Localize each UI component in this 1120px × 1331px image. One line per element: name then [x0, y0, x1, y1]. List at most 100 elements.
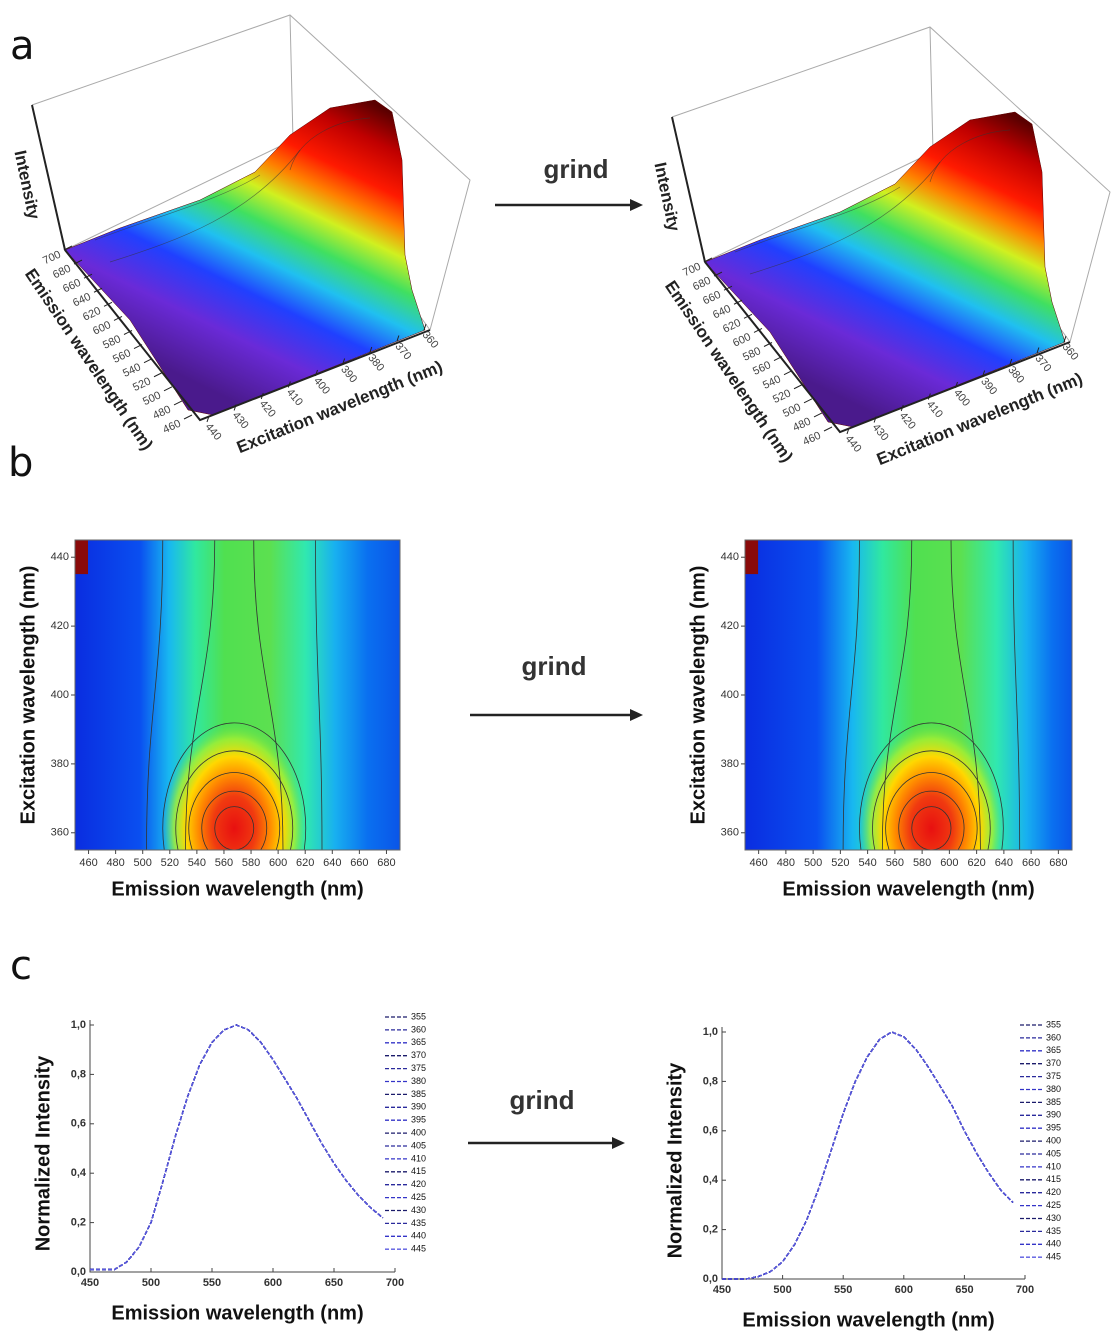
data-line	[90, 1024, 384, 1271]
contour-line	[734, 186, 901, 253]
x-tick-label: 660	[1022, 857, 1040, 869]
tick-mark	[183, 414, 193, 420]
tick-mark	[713, 271, 723, 277]
legend-label: 430	[1046, 1213, 1061, 1223]
x-tick-label: 550	[834, 1284, 852, 1296]
y-tick-label: 400	[51, 689, 69, 701]
x-tick-label: 620	[296, 857, 314, 869]
x-tick-label: 440	[203, 421, 224, 443]
surface	[64, 99, 426, 416]
x-tick-label: 450	[81, 1277, 99, 1289]
y-tick-label: 520	[131, 375, 153, 394]
contour-line	[109, 149, 301, 263]
x-tick-label: 500	[773, 1284, 791, 1296]
tick-mark	[1009, 358, 1013, 366]
legend-label: 380	[1046, 1084, 1061, 1094]
data-line	[90, 1024, 384, 1271]
y-tick-label: 0,8	[71, 1068, 86, 1080]
y-tick-label: 420	[721, 620, 739, 632]
y-tick-label: 400	[721, 689, 739, 701]
y-tick-label: 0,4	[71, 1167, 87, 1179]
y-tick-label: 0,4	[703, 1174, 719, 1186]
heatmap-peak	[859, 722, 1004, 850]
y-tick-label: 560	[111, 347, 133, 366]
x-tick-label: 540	[188, 857, 206, 869]
legend-label: 400	[411, 1127, 426, 1137]
x-tick-label: 650	[955, 1284, 973, 1296]
data-line	[722, 1031, 1014, 1280]
y-axis-label: Excitation wavelength (nm)	[687, 566, 709, 825]
y-tick-label: 0,2	[71, 1217, 86, 1229]
tick-mark	[103, 301, 113, 307]
y-tick-label: 500	[781, 401, 803, 420]
x-tick-label: 640	[995, 857, 1013, 869]
x-tick-label: 400	[311, 375, 332, 397]
axis-line	[671, 116, 1071, 434]
data-line	[90, 1024, 384, 1271]
tick-mark	[773, 356, 783, 362]
tick-mark	[153, 372, 163, 378]
tick-mark	[823, 426, 833, 432]
data-line	[722, 1031, 1014, 1280]
data-line	[90, 1024, 384, 1271]
data-line	[722, 1031, 1014, 1280]
y-tick-label: 620	[81, 305, 103, 324]
x-tick-label: 680	[1049, 857, 1067, 869]
data-line	[90, 1024, 384, 1271]
y-tick-label: 380	[721, 758, 739, 770]
y-tick-label: 360	[721, 827, 739, 839]
contour-line	[859, 722, 1004, 850]
legend-label: 445	[411, 1244, 426, 1254]
contour-line	[253, 540, 284, 850]
contour-line	[872, 750, 991, 850]
x-tick-label: 580	[913, 857, 931, 869]
x-tick-label: 460	[749, 857, 767, 869]
tick-mark	[733, 299, 743, 305]
x-axis-label: Emission wavelength (nm)	[742, 1309, 994, 1331]
data-line	[90, 1024, 384, 1271]
legend-label: 415	[1046, 1174, 1061, 1184]
data-line	[90, 1024, 384, 1271]
x-tick-label: 380	[365, 352, 386, 374]
legend-label: 440	[411, 1231, 426, 1241]
x-tick-label: 420	[257, 398, 278, 420]
heatmap-peak	[162, 722, 306, 850]
data-line	[90, 1024, 384, 1271]
x-axis-label: Emission wavelength (nm)	[111, 878, 363, 900]
data-line	[722, 1031, 1014, 1280]
data-line	[90, 1024, 384, 1271]
tick-mark	[93, 287, 103, 293]
x-tick-label: 400	[951, 387, 972, 409]
legend-label: 400	[1046, 1135, 1061, 1145]
x-tick-label: 390	[338, 364, 359, 386]
tick-mark	[315, 369, 318, 377]
legend-label: 390	[1046, 1110, 1061, 1120]
heatmap-corner	[745, 540, 759, 575]
tick-mark	[163, 386, 173, 392]
tick-mark	[173, 400, 183, 406]
y-tick-label: 520	[771, 387, 793, 406]
legend-label: 435	[411, 1218, 426, 1228]
x-tick-label: 600	[940, 857, 958, 869]
x-axis-label: Emission wavelength (nm)	[782, 878, 1034, 900]
axis-line	[721, 1027, 1025, 1280]
y-tick-label: 480	[791, 416, 813, 435]
y-tick-label: 700	[681, 261, 703, 280]
legend-label: 420	[1046, 1187, 1061, 1197]
y-axis-label: Normalized Intensity	[32, 1055, 54, 1251]
data-line	[722, 1031, 1014, 1280]
legend-label: 425	[411, 1192, 426, 1202]
y-tick-label: 460	[161, 418, 183, 437]
x-tick-label: 680	[377, 857, 395, 869]
data-line	[90, 1024, 384, 1271]
contour-plot	[745, 540, 1072, 850]
arrow-label: grind	[510, 1085, 575, 1115]
x-tick-label: 560	[215, 857, 233, 869]
y-tick-label: 620	[721, 317, 743, 336]
tick-mark	[143, 358, 153, 364]
x-tick-label: 450	[713, 1284, 731, 1296]
box-edge	[31, 14, 471, 331]
z-axis-label: Intensity	[10, 149, 43, 222]
